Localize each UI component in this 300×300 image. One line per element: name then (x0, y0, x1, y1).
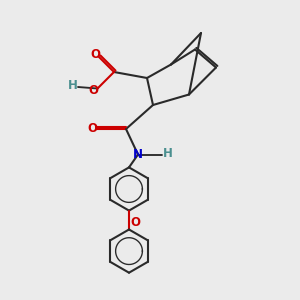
Text: O: O (90, 48, 100, 62)
Text: N: N (133, 148, 143, 161)
Text: O: O (87, 122, 97, 135)
Text: H: H (68, 79, 77, 92)
Text: H: H (163, 147, 172, 161)
Text: O: O (88, 83, 99, 97)
Text: O: O (130, 215, 141, 229)
